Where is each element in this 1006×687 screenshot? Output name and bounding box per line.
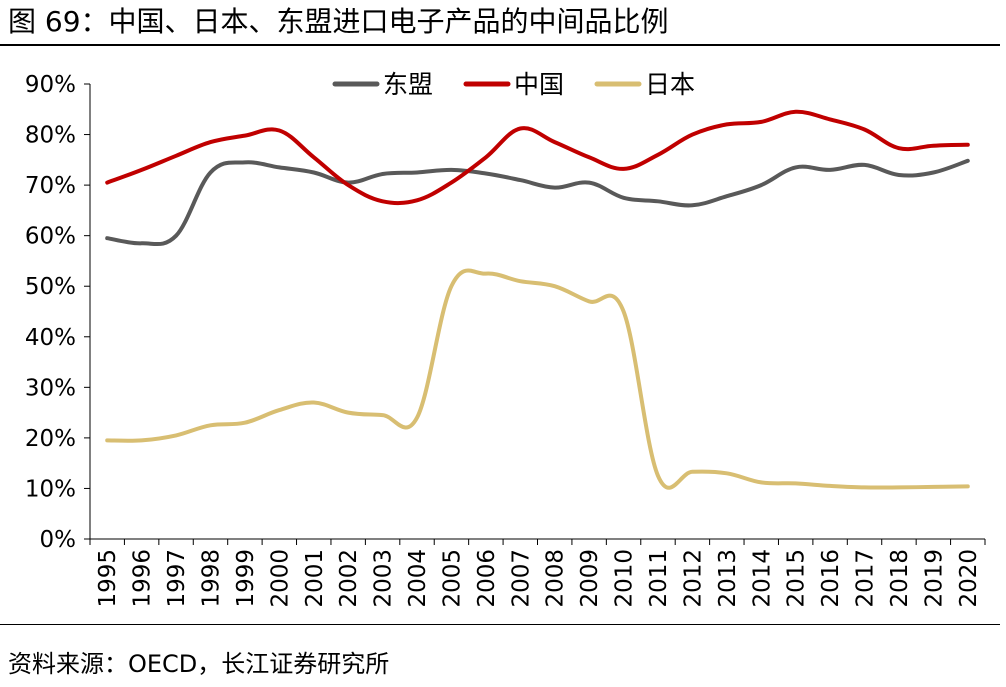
y-tick-label: 50% [25, 274, 76, 300]
x-tick-label: 1998 [198, 549, 224, 608]
x-tick-label: 2015 [784, 549, 810, 608]
title-rule [0, 44, 1000, 46]
x-tick-label: 1999 [233, 549, 259, 608]
x-tick-label: 2014 [749, 549, 775, 608]
series-lines [105, 109, 970, 490]
x-tick-label: 2000 [267, 549, 293, 608]
y-tick-label: 70% [25, 173, 76, 199]
y-tick-labels: 0% 10% 20% 30% 40% 50% 60% 70% 80% 90% [25, 72, 76, 553]
x-tick-label: 2016 [818, 549, 844, 608]
x-tick-label: 2004 [405, 549, 431, 608]
x-tick-label: 2005 [439, 549, 465, 608]
x-tick-label: 2010 [612, 549, 638, 608]
x-tick-label: 2019 [921, 549, 947, 608]
x-tick-label: 2003 [371, 549, 397, 608]
source-rule [0, 624, 1000, 625]
series-line-japan [105, 268, 970, 490]
legend-label-china: 中国 [514, 70, 564, 99]
x-tick-label: 2018 [887, 549, 913, 608]
legend-label-japan: 日本 [645, 70, 695, 99]
x-tick-label: 2008 [543, 549, 569, 608]
x-tick-label: 2009 [577, 549, 603, 608]
y-tick-label: 30% [25, 375, 76, 401]
source-note: 资料来源：OECD，长江证券研究所 [8, 650, 390, 678]
x-tick-label: 2020 [956, 549, 982, 608]
y-tick-label: 0% [40, 527, 77, 553]
line-chart: 0%10%20%30%40%50%60%70%80%90% 1995 1996 19… [25, 70, 986, 608]
x-tick-label: 2006 [474, 549, 500, 608]
x-tick-labels: 1995 1996 1997 1998 1999 2000 2001 2002 2003 2004… [95, 549, 982, 608]
y-tick-label: 90% [25, 72, 76, 98]
x-tick-label: 2011 [646, 549, 672, 608]
x-tick-label: 2012 [680, 549, 706, 608]
y-tick-label: 20% [25, 426, 76, 452]
series-line-asean [105, 158, 970, 247]
y-tick-label: 40% [25, 325, 76, 351]
y-tick-label: 10% [25, 476, 76, 502]
y-tick-label: 60% [25, 224, 76, 250]
x-tick-label: 2001 [302, 549, 328, 608]
legend-label-asean: 东盟 [383, 70, 433, 99]
x-tick-label: 2002 [336, 549, 362, 608]
x-tick-label: 2007 [508, 549, 534, 608]
x-tick-label: 2017 [853, 549, 879, 608]
x-tick-label: 1996 [130, 549, 156, 608]
chart-legend: 东盟 中国 日本 [332, 70, 695, 99]
y-tick-label: 80% [25, 123, 76, 149]
x-tick-label: 1995 [95, 549, 121, 608]
x-tick-label: 1997 [164, 549, 190, 608]
figure-title: 图 69：中国、日本、东盟进口电子产品的中间品比例 [8, 5, 669, 38]
chart-axes [84, 83, 986, 545]
x-tick-label: 2013 [715, 549, 741, 608]
series-line-china [105, 109, 970, 206]
